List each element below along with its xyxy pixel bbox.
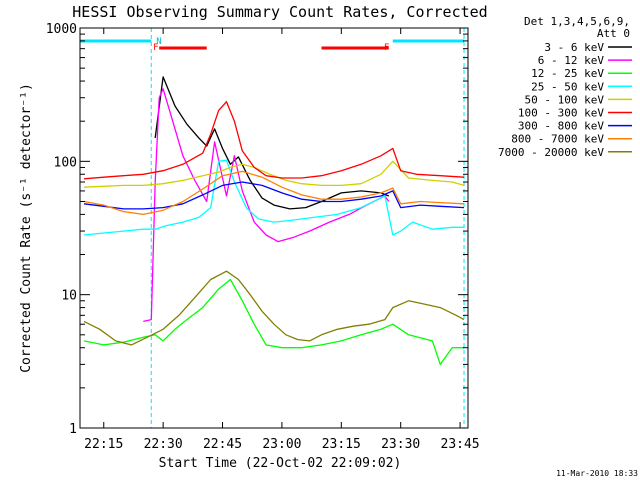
series-line-6 [83,181,465,210]
legend-label-5: 100 - 300 keV [518,107,604,120]
legend-label-8: 7000 - 20000 keV [498,146,604,159]
series-lines [83,76,465,366]
y-tick-label-3: 1000 [46,22,77,37]
legend-label-2: 12 - 25 keV [531,67,604,80]
x-tick-label-4: 23:15 [322,437,361,452]
series-line-1 [143,88,390,323]
y-axis: 1 10 100 1000 [46,22,468,437]
legend-label-0: 3 - 6 keV [544,41,604,54]
y-tick-label-0: 1 [69,422,77,437]
legend-label-7: 800 - 7000 keV [511,133,604,146]
flag-label-2: F [384,43,389,53]
series-line-4 [83,160,465,188]
series-line-3 [83,159,464,236]
plot-frame [79,27,469,429]
x-tick-label-5: 23:30 [381,437,420,452]
footer-date: 11-Mar-2010 18:33 [556,469,638,478]
time-span-bars: FNF [80,28,465,428]
x-tick-label-3: 23:00 [262,437,301,452]
x-axis: 22:15 22:30 22:45 23:00 23:15 23:30 23:45 [84,28,480,452]
legend-label-3: 25 - 50 keV [531,80,604,93]
legend-label-6: 300 - 800 keV [518,120,604,133]
x-tick-label-2: 22:45 [203,437,242,452]
series-line-2 [83,278,464,366]
legend-label-4: 50 - 100 keV [525,93,605,106]
flag-label-1: N [156,37,161,47]
x-tick-label-0: 22:15 [84,437,123,452]
series-line-0 [154,76,390,210]
legend-header-1: Att 0 [597,27,630,40]
x-tick-label-6: 23:45 [441,437,480,452]
chart-title: HESSI Observing Summary Count Rates, Cor… [72,3,487,21]
series-line-7 [83,170,465,216]
x-tick-label-1: 22:30 [144,437,183,452]
flag-label-0: F [153,43,158,53]
y-tick-label-2: 100 [54,155,77,170]
series-line-8 [83,270,465,346]
legend-label-1: 6 - 12 keV [538,54,605,67]
y-axis-label: Corrected Count Rate (s⁻¹ detector⁻¹) [19,83,34,373]
series-line-5 [83,101,465,180]
legend-header-0: Det 1,3,4,5,6,9, [524,15,630,28]
y-tick-label-1: 10 [61,289,77,304]
x-axis-label: Start Time (22-Oct-02 22:09:02) [159,456,402,471]
